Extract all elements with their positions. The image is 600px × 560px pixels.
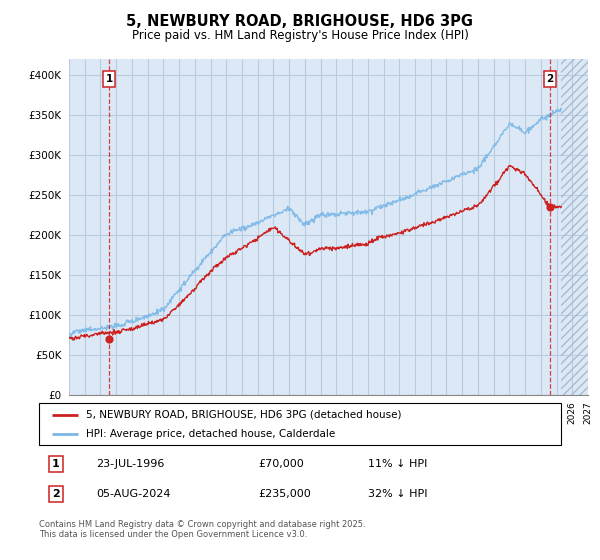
Text: 5, NEWBURY ROAD, BRIGHOUSE, HD6 3PG (detached house): 5, NEWBURY ROAD, BRIGHOUSE, HD6 3PG (det… bbox=[86, 409, 401, 419]
Bar bbox=[561, 59, 588, 395]
Text: 5, NEWBURY ROAD, BRIGHOUSE, HD6 3PG: 5, NEWBURY ROAD, BRIGHOUSE, HD6 3PG bbox=[127, 14, 473, 29]
Text: 1: 1 bbox=[52, 459, 60, 469]
Point bbox=[104, 334, 114, 343]
FancyBboxPatch shape bbox=[39, 403, 561, 445]
Bar bbox=[561, 59, 588, 395]
Point bbox=[545, 202, 555, 211]
Text: 23-JUL-1996: 23-JUL-1996 bbox=[97, 459, 165, 469]
Text: 1: 1 bbox=[106, 74, 113, 84]
Text: £70,000: £70,000 bbox=[258, 459, 304, 469]
Text: Contains HM Land Registry data © Crown copyright and database right 2025.
This d: Contains HM Land Registry data © Crown c… bbox=[39, 520, 365, 539]
Text: 2: 2 bbox=[547, 74, 554, 84]
Text: 2: 2 bbox=[52, 489, 60, 500]
Text: Price paid vs. HM Land Registry's House Price Index (HPI): Price paid vs. HM Land Registry's House … bbox=[131, 29, 469, 42]
Text: HPI: Average price, detached house, Calderdale: HPI: Average price, detached house, Cald… bbox=[86, 429, 335, 439]
Text: £235,000: £235,000 bbox=[258, 489, 311, 500]
Text: 11% ↓ HPI: 11% ↓ HPI bbox=[368, 459, 427, 469]
Text: 05-AUG-2024: 05-AUG-2024 bbox=[97, 489, 171, 500]
Text: 32% ↓ HPI: 32% ↓ HPI bbox=[368, 489, 427, 500]
